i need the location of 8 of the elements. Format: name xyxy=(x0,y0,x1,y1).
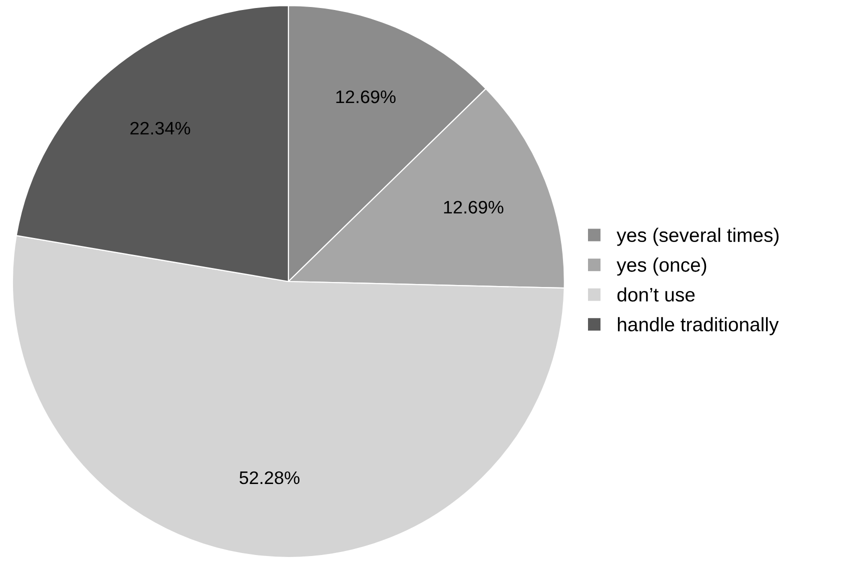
data-label: 22.34% xyxy=(130,122,190,135)
legend-label: yes (once) xyxy=(616,258,706,276)
data-label: 12.69% xyxy=(336,90,396,104)
legend-label: don’t use xyxy=(617,287,695,302)
legend-label: yes (several times) xyxy=(616,228,779,246)
data-label: 12.69% xyxy=(444,200,504,214)
legend-label: handle traditionally xyxy=(618,317,779,336)
data-label: 52.28% xyxy=(240,471,300,484)
